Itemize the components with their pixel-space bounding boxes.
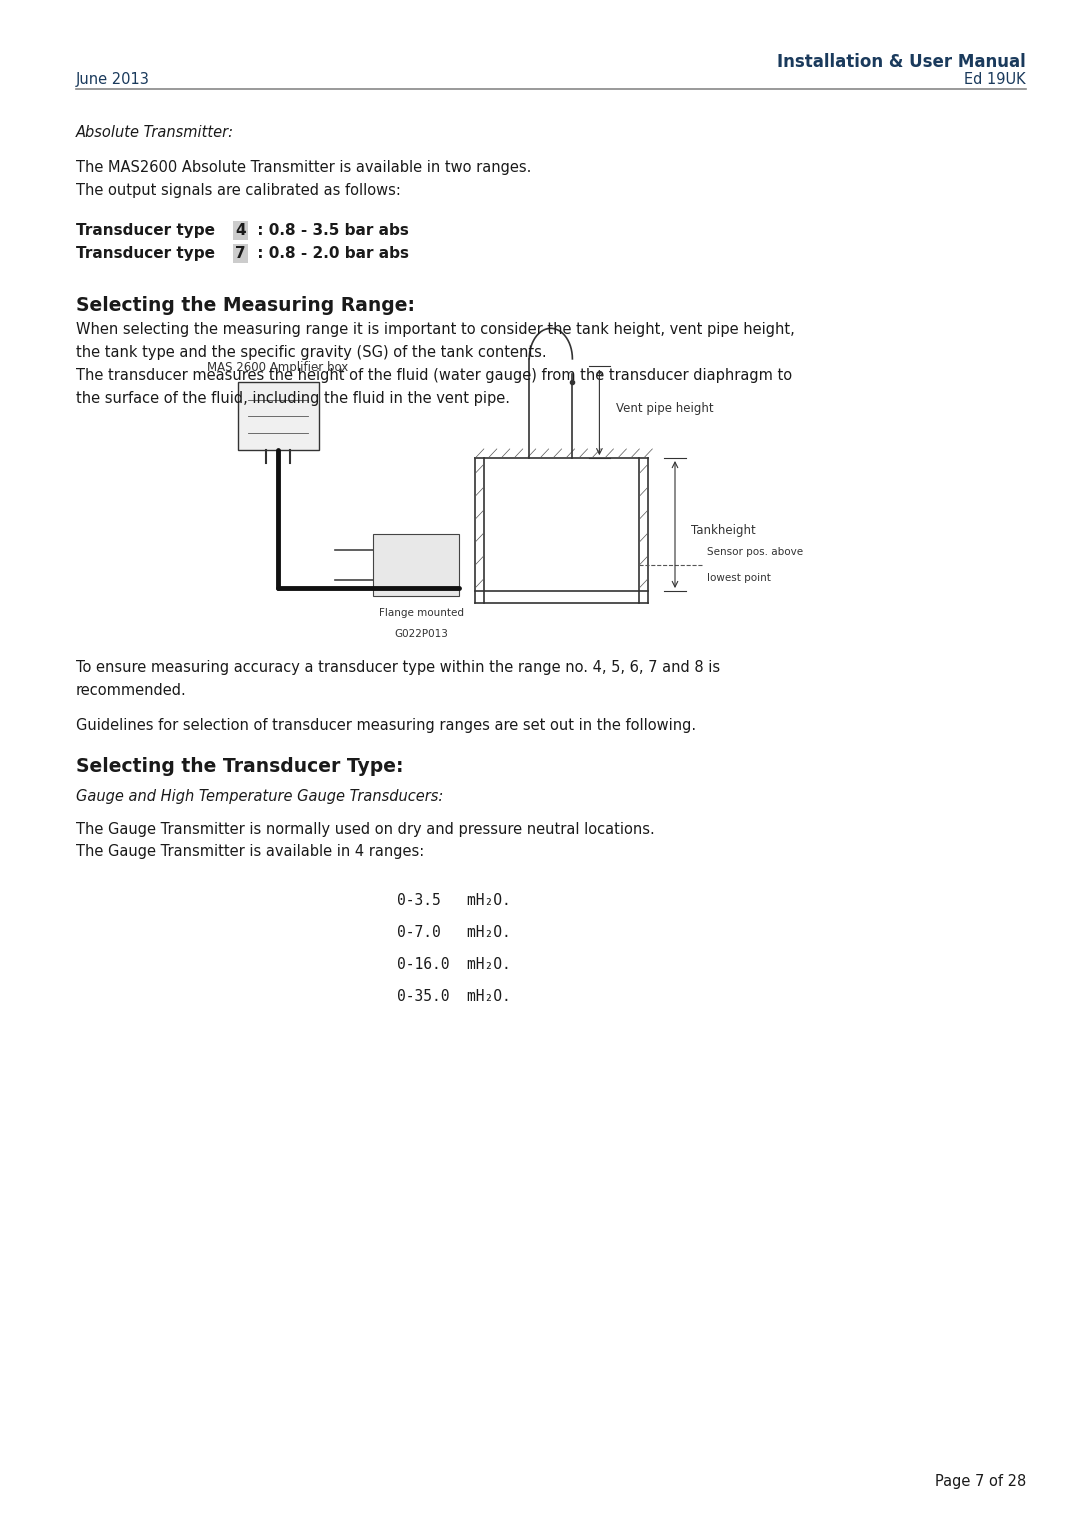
Text: Selecting the Transducer Type:: Selecting the Transducer Type: bbox=[76, 757, 403, 776]
Text: Ed 19UK: Ed 19UK bbox=[964, 72, 1026, 87]
Text: Selecting the Measuring Range:: Selecting the Measuring Range: bbox=[76, 296, 415, 315]
Text: MAS 2600 Amplifier box: MAS 2600 Amplifier box bbox=[207, 360, 349, 374]
Text: : 0.8 - 3.5 bar abs: : 0.8 - 3.5 bar abs bbox=[252, 223, 408, 238]
Text: 4: 4 bbox=[235, 223, 246, 238]
Text: 0-7.0   mH₂O.: 0-7.0 mH₂O. bbox=[396, 925, 511, 941]
Text: Gauge and High Temperature Gauge Transducers:: Gauge and High Temperature Gauge Transdu… bbox=[76, 789, 443, 805]
Text: 0-16.0  mH₂O.: 0-16.0 mH₂O. bbox=[396, 957, 511, 973]
Text: Flange mounted: Flange mounted bbox=[379, 608, 463, 618]
Text: the tank type and the specific gravity (SG) of the tank contents.: the tank type and the specific gravity (… bbox=[76, 345, 546, 360]
Text: Sensor pos. above: Sensor pos. above bbox=[707, 547, 804, 557]
Text: the surface of the fluid, including the fluid in the vent pipe.: the surface of the fluid, including the … bbox=[76, 391, 510, 406]
Text: Tankheight: Tankheight bbox=[691, 524, 756, 538]
Text: The output signals are calibrated as follows:: The output signals are calibrated as fol… bbox=[76, 183, 401, 199]
Text: Page 7 of 28: Page 7 of 28 bbox=[935, 1474, 1026, 1489]
Bar bbox=[238, 382, 319, 450]
Text: The Gauge Transmitter is normally used on dry and pressure neutral locations.: The Gauge Transmitter is normally used o… bbox=[76, 822, 654, 837]
Text: 0-35.0  mH₂O.: 0-35.0 mH₂O. bbox=[396, 989, 511, 1005]
Text: Absolute Transmitter:: Absolute Transmitter: bbox=[76, 125, 233, 140]
Text: Installation & User Manual: Installation & User Manual bbox=[778, 53, 1026, 72]
Text: June 2013: June 2013 bbox=[76, 72, 149, 87]
Text: 0-3.5   mH₂O.: 0-3.5 mH₂O. bbox=[396, 893, 511, 909]
Text: The transducer measures the height of the fluid (water gauge) from the transduce: The transducer measures the height of th… bbox=[76, 368, 792, 383]
Text: Transducer type: Transducer type bbox=[76, 223, 220, 238]
Text: G022P013: G022P013 bbox=[394, 629, 448, 640]
Text: : 0.8 - 2.0 bar abs: : 0.8 - 2.0 bar abs bbox=[252, 246, 408, 261]
Text: Vent pipe height: Vent pipe height bbox=[616, 402, 713, 415]
Text: The Gauge Transmitter is available in 4 ranges:: The Gauge Transmitter is available in 4 … bbox=[76, 844, 423, 860]
Text: recommended.: recommended. bbox=[76, 683, 187, 698]
Text: Transducer type: Transducer type bbox=[76, 246, 220, 261]
Text: lowest point: lowest point bbox=[707, 573, 771, 583]
Text: The MAS2600 Absolute Transmitter is available in two ranges.: The MAS2600 Absolute Transmitter is avai… bbox=[76, 160, 531, 176]
Text: When selecting the measuring range it is important to consider the tank height, : When selecting the measuring range it is… bbox=[76, 322, 795, 337]
Text: 7: 7 bbox=[235, 246, 246, 261]
Text: Guidelines for selection of transducer measuring ranges are set out in the follo: Guidelines for selection of transducer m… bbox=[76, 718, 696, 733]
Bar bbox=[373, 534, 459, 596]
Text: To ensure measuring accuracy a transducer type within the range no. 4, 5, 6, 7 a: To ensure measuring accuracy a transduce… bbox=[76, 660, 719, 675]
